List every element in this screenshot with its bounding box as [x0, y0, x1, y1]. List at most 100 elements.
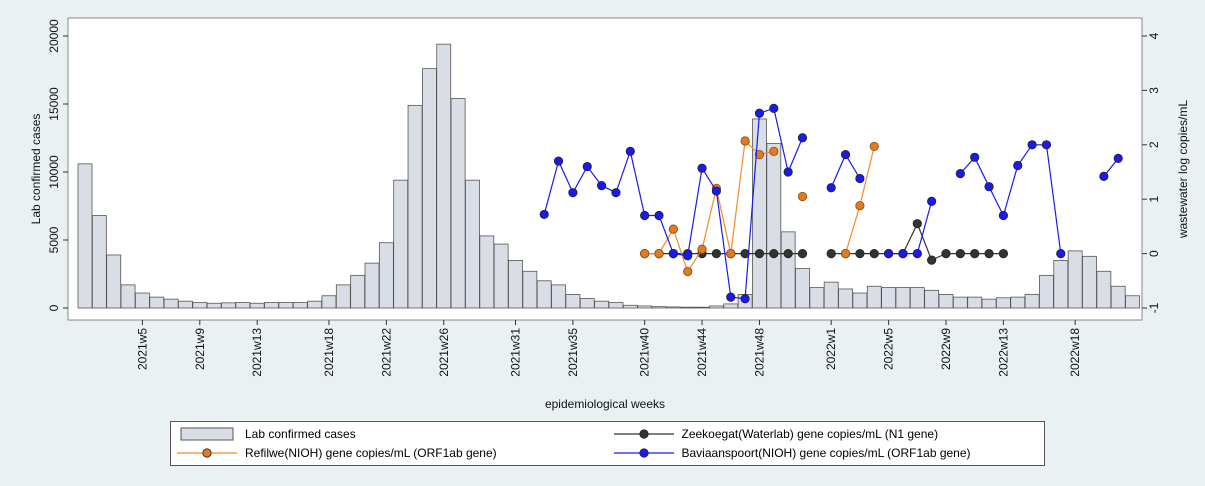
- bar: [723, 303, 739, 309]
- point: [640, 249, 650, 259]
- legend-point: [638, 429, 649, 439]
- bar: [106, 254, 122, 309]
- bar: [622, 304, 638, 309]
- bar: [766, 143, 782, 309]
- point: [740, 294, 750, 304]
- y-tick-label: 15000: [47, 87, 61, 121]
- point: [1056, 249, 1066, 259]
- y2-tick-label: 4: [1147, 32, 1161, 39]
- bar: [1010, 296, 1026, 309]
- point: [683, 266, 693, 277]
- point: [769, 146, 779, 156]
- point: [1027, 140, 1037, 150]
- point: [568, 188, 578, 198]
- x-tick-label: 2021w22: [379, 328, 393, 377]
- x-tick-label: 2021w18: [322, 328, 336, 377]
- bar: [91, 215, 107, 309]
- bar: [235, 302, 251, 309]
- bar: [407, 104, 423, 309]
- y2-tick-label: 2: [1147, 141, 1161, 148]
- point: [984, 249, 994, 259]
- bar: [838, 288, 853, 309]
- point: [711, 186, 722, 196]
- legend-label: Lab confirmed cases: [245, 426, 356, 441]
- bar: [651, 306, 667, 309]
- legend-point: [202, 448, 212, 458]
- legend-swatch: [613, 429, 674, 439]
- bar: [608, 302, 624, 309]
- point: [998, 210, 1009, 221]
- y2-tick-label: 0: [1147, 250, 1161, 257]
- bar: [665, 306, 681, 309]
- x-tick-label: 2021w9: [193, 328, 207, 370]
- bar: [522, 270, 538, 309]
- point: [883, 249, 894, 259]
- y-tick-label: 0: [47, 304, 61, 311]
- x-tick-label: 2021w31: [509, 328, 523, 377]
- bar: [450, 98, 466, 309]
- bar: [551, 284, 566, 309]
- y-tick-label: 5000: [47, 226, 61, 253]
- legend-label: Zeekoegat(Waterlab) gene copies/mL (N1 g…: [681, 426, 939, 441]
- bar: [680, 306, 696, 309]
- bar: [795, 268, 810, 309]
- point: [740, 249, 750, 259]
- point: [869, 141, 879, 152]
- x-tick-label: 2021w26: [437, 328, 451, 377]
- point: [970, 152, 980, 162]
- point: [582, 161, 592, 172]
- bar: [694, 306, 710, 309]
- legend-swatch: [613, 448, 674, 458]
- x-tick-label: 2022w18: [1068, 328, 1082, 377]
- point: [668, 224, 678, 234]
- legend-label: Refilwe(NIOH) gene copies/mL (ORF1ab gen…: [245, 446, 497, 461]
- bar: [149, 296, 165, 309]
- bar: [278, 302, 294, 309]
- x-tick-label: 2021w40: [638, 328, 652, 377]
- bar: [881, 287, 896, 309]
- x-axis-label: epidemiological weeks: [545, 397, 665, 411]
- y2-tick-label: -1: [1147, 302, 1161, 313]
- bar: [909, 287, 925, 309]
- bar: [866, 285, 882, 309]
- bar: [249, 302, 265, 309]
- point: [783, 167, 793, 177]
- bar: [163, 298, 179, 309]
- bar: [393, 179, 409, 309]
- point: [726, 249, 736, 259]
- bar: [421, 68, 437, 309]
- legend-item: Zeekoegat(Waterlab) gene copies/mL (N1 g…: [608, 427, 1045, 441]
- bar: [307, 300, 323, 309]
- bar: [206, 302, 222, 309]
- bar: [536, 280, 552, 309]
- y-tick-label: 20000: [47, 19, 61, 53]
- bar: [565, 293, 581, 309]
- point: [726, 292, 736, 302]
- bar: [134, 292, 150, 309]
- point: [1113, 153, 1123, 163]
- point: [754, 249, 765, 259]
- point: [553, 156, 564, 166]
- point: [1013, 160, 1023, 171]
- legend-swatch: [180, 427, 234, 441]
- point: [898, 249, 908, 259]
- bar: [1082, 255, 1097, 309]
- x-tick-label: 2022w13: [996, 328, 1010, 377]
- point: [640, 210, 650, 221]
- bar: [996, 297, 1011, 309]
- point: [912, 219, 922, 229]
- point: [740, 136, 750, 146]
- legend-point: [638, 448, 649, 458]
- bar: [709, 305, 724, 309]
- point: [697, 163, 707, 173]
- bar: [1053, 259, 1069, 309]
- bar: [981, 298, 997, 309]
- bar: [292, 302, 308, 309]
- point: [683, 251, 693, 261]
- x-tick-label: 2021w44: [695, 328, 709, 377]
- legend: Lab confirmed cases Zeekoegat(Waterlab) g…: [170, 421, 1045, 466]
- x-tick-label: 2021w35: [566, 328, 580, 377]
- point: [984, 182, 994, 192]
- bar: [1110, 285, 1126, 309]
